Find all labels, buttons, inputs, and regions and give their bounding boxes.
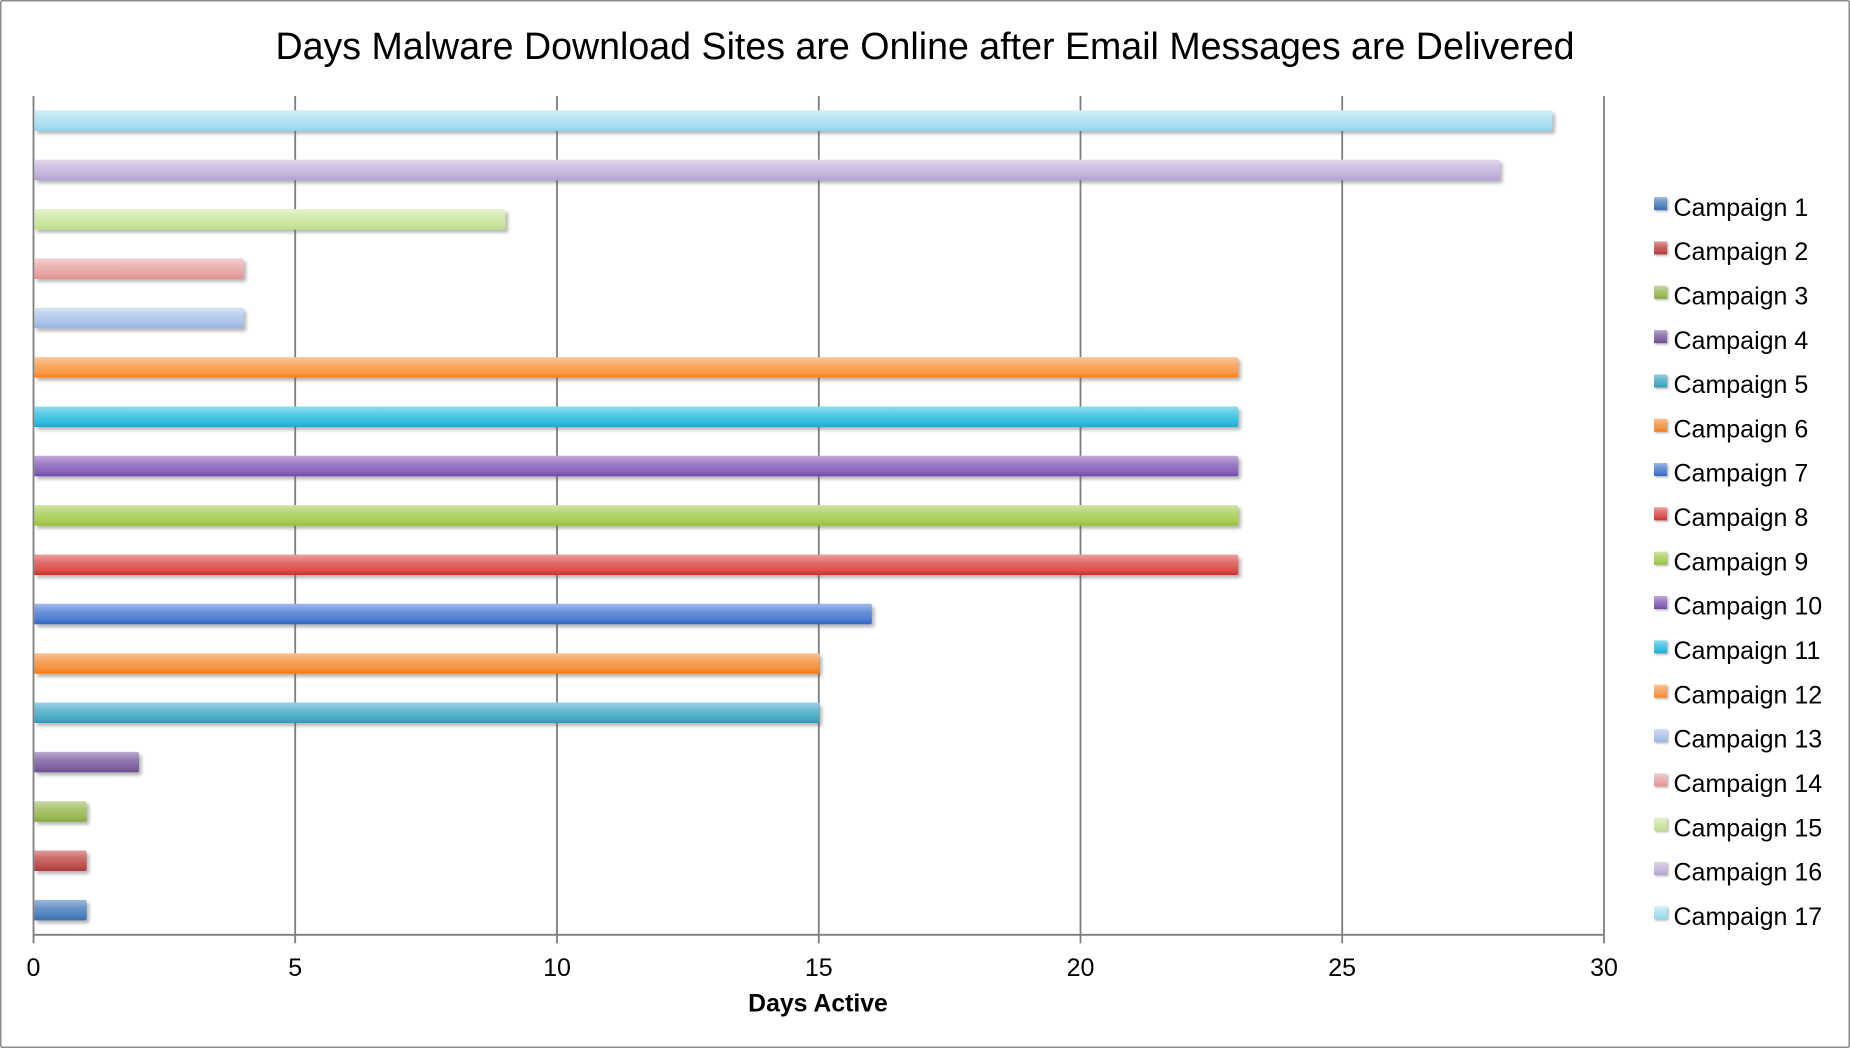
- svg-text:10: 10: [543, 954, 571, 982]
- svg-text:Days Active: Days Active: [748, 991, 888, 1018]
- svg-text:Campaign 8: Campaign 8: [1674, 504, 1809, 532]
- svg-text:25: 25: [1328, 954, 1356, 982]
- svg-text:Days Malware Download Sites ar: Days Malware Download Sites are Online a…: [275, 25, 1574, 67]
- svg-text:Campaign 14: Campaign 14: [1674, 770, 1823, 798]
- svg-text:Campaign 6: Campaign 6: [1674, 415, 1809, 443]
- svg-text:Campaign 3: Campaign 3: [1674, 282, 1809, 310]
- svg-text:15: 15: [805, 954, 833, 982]
- svg-text:5: 5: [288, 954, 302, 982]
- svg-text:Campaign 10: Campaign 10: [1674, 593, 1823, 621]
- svg-text:Campaign 4: Campaign 4: [1674, 327, 1809, 355]
- svg-text:Campaign 12: Campaign 12: [1674, 681, 1823, 709]
- svg-text:30: 30: [1590, 954, 1618, 982]
- svg-text:Campaign 7: Campaign 7: [1674, 460, 1809, 488]
- svg-text:Campaign 11: Campaign 11: [1674, 637, 1821, 665]
- svg-text:Campaign 16: Campaign 16: [1674, 859, 1823, 887]
- svg-text:Campaign 2: Campaign 2: [1674, 238, 1809, 266]
- svg-text:20: 20: [1067, 954, 1095, 982]
- svg-text:Campaign 15: Campaign 15: [1674, 814, 1823, 842]
- svg-text:Campaign 1: Campaign 1: [1674, 194, 1809, 222]
- svg-text:Campaign 17: Campaign 17: [1674, 903, 1823, 931]
- svg-text:Campaign 9: Campaign 9: [1674, 548, 1809, 576]
- svg-text:0: 0: [27, 954, 41, 982]
- svg-text:Campaign 13: Campaign 13: [1674, 726, 1823, 754]
- svg-text:Campaign 5: Campaign 5: [1674, 371, 1809, 399]
